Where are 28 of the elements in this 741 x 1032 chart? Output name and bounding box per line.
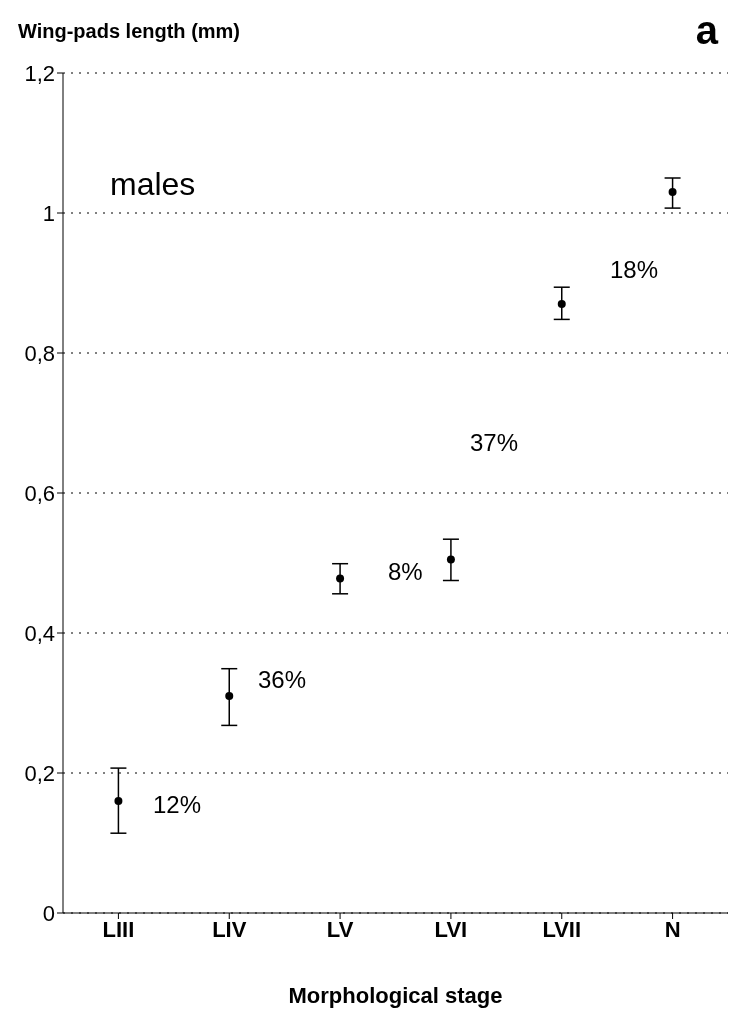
annotation: males [110, 166, 196, 203]
x-tick-label: LVII [542, 916, 582, 942]
y-tick-label: 1,2 [24, 60, 55, 86]
x-axis-title: Morphological stage [288, 983, 503, 1008]
y-tick-label: 0,6 [24, 480, 55, 506]
y-tick-label: 0,2 [24, 760, 55, 786]
point [336, 574, 345, 583]
x-tick-label: LIV [212, 916, 247, 942]
y-tick-label: 0,4 [24, 620, 55, 646]
y-tick-label: 0 [42, 900, 55, 926]
annotation: 18% [610, 256, 659, 284]
x-tick-label: LIII [102, 916, 135, 942]
point [225, 692, 234, 700]
point [668, 188, 677, 196]
annotation: 37% [470, 429, 519, 457]
text: a [695, 8, 718, 53]
annotation: 8% [388, 558, 423, 586]
y-tick-label: 0,8 [24, 340, 55, 366]
point [446, 555, 455, 564]
point [114, 797, 123, 805]
x-tick-label: N [664, 916, 681, 942]
annotation: 12% [153, 791, 202, 819]
x-tick-label: LVI [434, 916, 468, 942]
annotation: 36% [258, 666, 307, 694]
point [557, 300, 566, 308]
x-tick-label: LV [326, 916, 354, 942]
y-axis-title: Wing-pads length (mm) [18, 20, 241, 43]
y-tick-label: 1 [42, 200, 55, 226]
